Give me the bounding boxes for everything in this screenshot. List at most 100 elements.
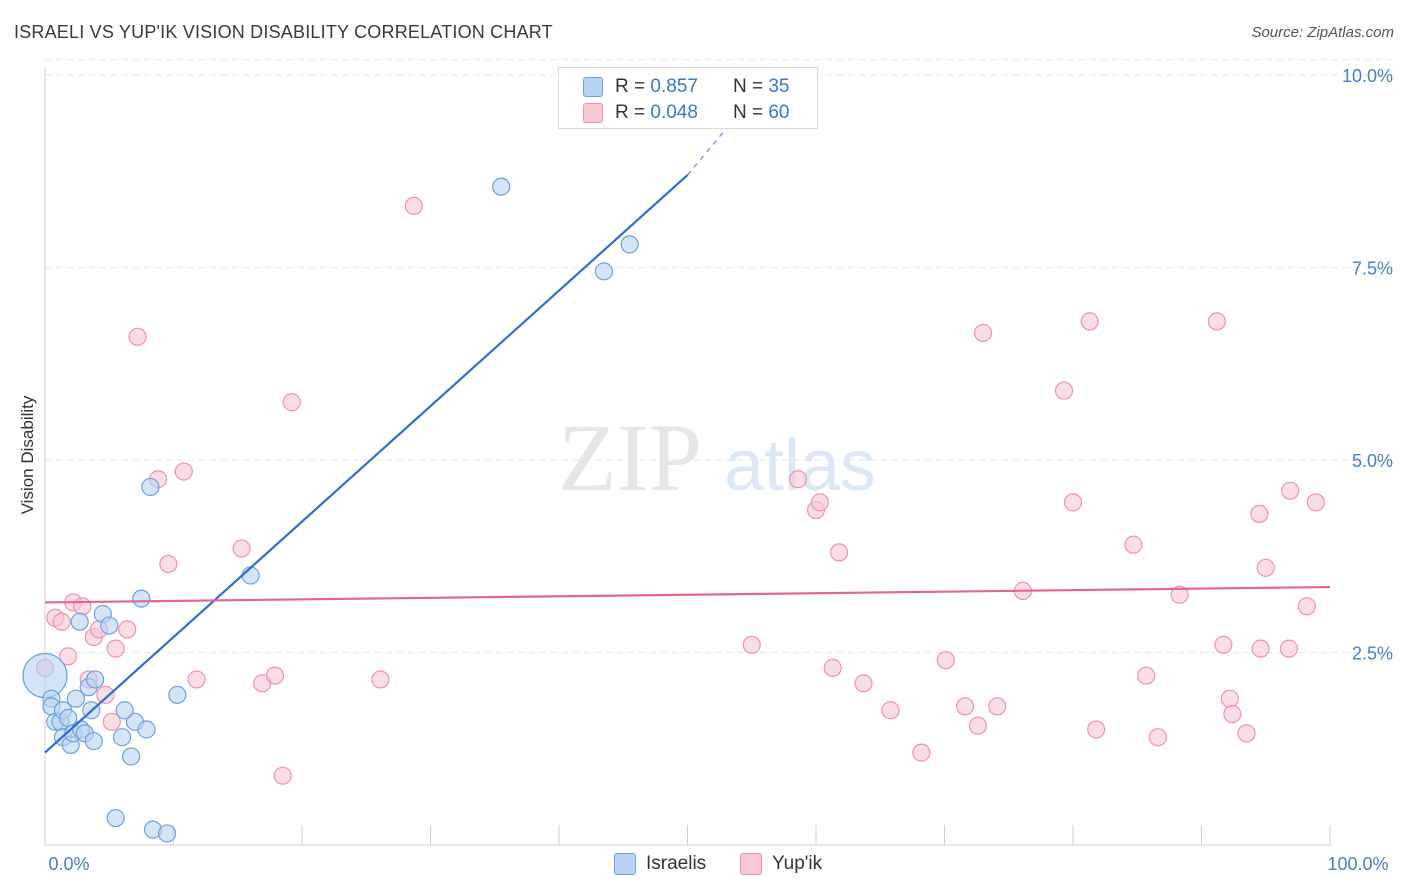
series-israelis	[22, 177, 639, 843]
y-axis-label: Vision Disability	[18, 395, 37, 514]
data-point	[1281, 481, 1300, 500]
watermark-zip: ZIP	[558, 404, 702, 511]
data-point	[232, 539, 251, 558]
yupik-n-value: 60	[768, 102, 790, 123]
data-point	[52, 612, 71, 631]
data-point	[742, 635, 761, 654]
x-tick-label: 100.0%	[1327, 854, 1388, 874]
data-point	[86, 670, 105, 689]
data-point	[988, 697, 1007, 716]
data-point	[788, 470, 808, 489]
data-point	[1220, 689, 1239, 708]
axes	[44, 67, 1331, 846]
y-tick-label: 7.5%	[1352, 259, 1393, 279]
data-point	[492, 177, 511, 196]
source-label: Source: ZipAtlas.com	[1251, 24, 1394, 41]
trend-line-israelis	[44, 174, 689, 754]
data-point	[1297, 597, 1316, 616]
data-point	[157, 824, 177, 843]
stats-box: R = 0.857 N = 35 R = 0.048 N = 60	[558, 67, 818, 129]
data-point	[70, 612, 89, 631]
data-point	[1148, 728, 1167, 747]
data-point	[59, 647, 78, 666]
data-point	[187, 670, 206, 689]
data-point	[955, 697, 975, 716]
data-point	[1306, 493, 1325, 512]
data-point	[881, 701, 900, 720]
data-point	[1251, 639, 1270, 658]
israelis-n-value: 35	[768, 76, 790, 97]
data-point	[159, 554, 178, 574]
data-point	[1080, 312, 1099, 331]
data-point	[66, 689, 85, 708]
r-label: R =	[615, 102, 646, 123]
data-point	[273, 766, 292, 785]
israelis-swatch	[583, 77, 603, 97]
data-point	[96, 685, 115, 704]
yupik-swatch	[583, 103, 603, 123]
data-point	[115, 701, 134, 720]
y-tick-label: 2.5%	[1352, 644, 1393, 664]
data-point	[1237, 724, 1256, 743]
data-point	[282, 393, 301, 412]
data-point	[100, 616, 119, 635]
grid-lines	[45, 59, 1392, 653]
data-point	[823, 658, 842, 678]
data-point	[1124, 535, 1143, 554]
israelis-legend-label: Israelis	[646, 853, 707, 874]
n-label: N =	[732, 102, 764, 123]
data-point	[174, 462, 193, 481]
data-point	[121, 747, 141, 766]
data-point	[118, 620, 137, 639]
data-point	[1207, 312, 1227, 331]
data-point	[936, 651, 955, 670]
legend-item-yupik[interactable]: Yup'ik	[740, 852, 822, 876]
yupik-r-value: 0.048	[650, 102, 698, 123]
data-point	[1214, 635, 1233, 654]
data-point	[137, 720, 156, 739]
chart-title: ISRAELI VS YUP'IK VISION DISABILITY CORR…	[14, 22, 553, 42]
data-point	[1063, 493, 1083, 512]
n-label: N =	[732, 76, 764, 97]
tick-labels: 2.5% 5.0% 7.5% 10.0% 0.0% 100.0%	[48, 66, 1393, 874]
data-point	[1087, 720, 1106, 739]
data-point	[968, 716, 988, 735]
data-point	[265, 666, 285, 685]
data-point	[371, 670, 390, 689]
data-point	[106, 808, 125, 828]
data-point	[1170, 585, 1189, 604]
data-point	[132, 589, 151, 608]
data-point	[168, 685, 187, 704]
data-point	[73, 597, 92, 616]
data-point	[1054, 381, 1074, 400]
yupik-legend-label: Yup'ik	[772, 853, 823, 874]
data-point	[102, 712, 121, 731]
data-point	[594, 262, 614, 281]
y-tick-label: 5.0%	[1352, 451, 1393, 471]
data-point	[1137, 666, 1156, 685]
stats-row-yupik: R = 0.048 N = 60	[583, 102, 789, 124]
data-point	[810, 493, 829, 512]
data-point	[1256, 558, 1275, 577]
israelis-legend-swatch	[614, 853, 636, 875]
israelis-r-value: 0.857	[650, 76, 698, 97]
legend-item-israelis[interactable]: Israelis	[614, 852, 706, 876]
data-point	[854, 674, 873, 693]
x-tick-label: 0.0%	[48, 854, 89, 874]
data-point	[112, 728, 132, 747]
data-point	[973, 323, 993, 343]
data-point	[141, 477, 160, 497]
data-point	[22, 652, 68, 699]
data-point	[106, 639, 125, 658]
data-point	[1279, 639, 1298, 658]
data-point	[128, 327, 147, 346]
data-point	[620, 235, 639, 254]
data-point	[241, 566, 260, 585]
y-tick-label: 10.0%	[1342, 66, 1393, 86]
data-point	[912, 743, 931, 762]
data-point	[404, 196, 423, 215]
data-point	[1223, 704, 1242, 724]
data-point	[1250, 504, 1269, 524]
r-label: R =	[615, 76, 646, 97]
